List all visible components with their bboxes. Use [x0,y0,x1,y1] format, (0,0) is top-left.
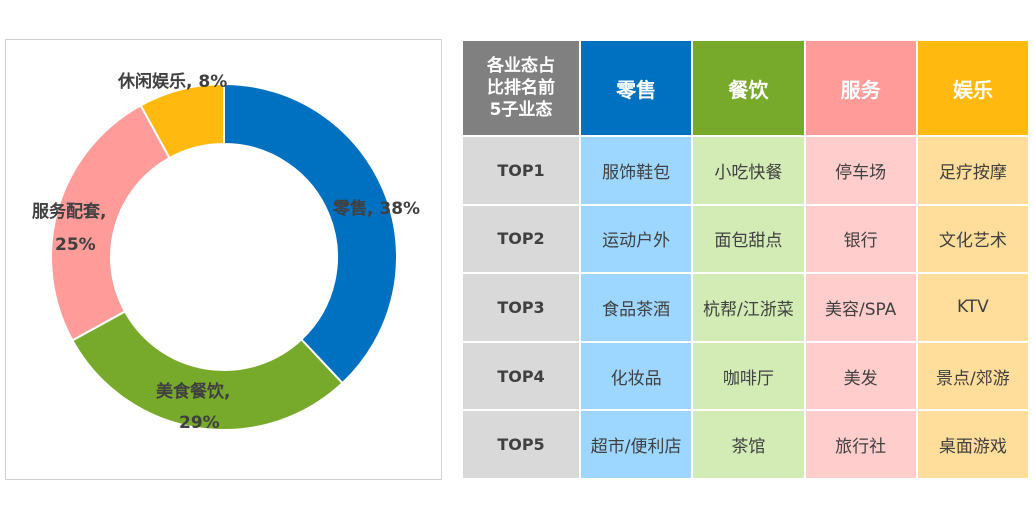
label-retail: 零售, 38% [332,198,420,219]
top5-table: 各业态占 比排名前 5子业态 零售 餐饮 服务 娱乐 TOP1 服饰鞋包 小吃快餐停… [461,39,1030,480]
table-cell: 咖啡厅 [693,342,804,410]
table-cell: 小吃快餐 [693,137,804,204]
table-cell: 美发 [805,342,916,410]
table-row: TOP3 食品茶酒 杭帮/江浙菜 美容/SPA KTV [463,274,1028,341]
slice-leisure [139,82,225,160]
corner-line: 各业态占 [487,56,555,76]
table-header-row: 各业态占 比排名前 5子业态 零售 餐饮 服务 娱乐 [463,41,1028,135]
table-cell: 文化艺术 [917,205,1028,273]
top5-table-wrap: 各业态占 比排名前 5子业态 零售 餐饮 服务 娱乐 TOP1 服饰鞋包 小吃快餐停… [461,39,1030,480]
table-cell: 足疗按摩 [917,137,1028,204]
corner-line: 5子业态 [489,100,553,120]
table-cell: 超市/便利店 [581,411,692,478]
table-cell: 服饰鞋包 [581,137,692,204]
label-service-line2: 25% [55,235,96,255]
table-cell: 杭帮/江浙菜 [693,274,804,341]
corner-line: 比排名前 [487,78,555,98]
table-cell: 景点/郊游 [917,342,1028,410]
table-cell: 运动户外 [581,205,692,273]
header-entertainment: 娱乐 [917,41,1028,135]
table-row: TOP4 化妆品 咖啡厅 美发 景点/郊游 [463,342,1028,410]
donut-chart-panel: 零售, 38% 美食餐饮, 29% 服务配套, 25% 休闲娱乐, 8% [5,39,442,480]
header-service: 服务 [805,41,916,135]
table-cell: 化妆品 [581,342,692,410]
table-cell: 桌面游戏 [917,411,1028,478]
table-cell: 茶馆 [693,411,804,478]
table-cell: 停车场 [805,137,916,204]
label-dining-line2: 29% [179,413,220,433]
donut-chart: 零售, 38% 美食餐饮, 29% 服务配套, 25% 休闲娱乐, 8% [32,71,420,433]
table-cell: 美容/SPA [805,274,916,341]
rank-cell: TOP2 [463,205,579,273]
label-leisure: 休闲娱乐, 8% [117,71,227,92]
table-row: TOP1 服饰鞋包 小吃快餐 停车场 足疗按摩 [463,137,1028,204]
rank-cell: TOP4 [463,342,579,410]
table-cell: 食品茶酒 [581,274,692,341]
table-cell: 银行 [805,205,916,273]
corner-header: 各业态占 比排名前 5子业态 [463,41,579,135]
table-cell: 面包甜点 [693,205,804,273]
slice-service [50,104,171,342]
label-dining-line1: 美食餐饮, [156,381,230,402]
rank-cell: TOP1 [463,137,579,204]
table-row: TOP2 运动户外 面包甜点 银行 文化艺术 [463,205,1028,273]
rank-cell: TOP5 [463,411,579,478]
header-dining: 餐饮 [693,41,804,135]
label-service-line1: 服务配套, [32,201,106,222]
rank-cell: TOP3 [463,274,579,341]
slice-retail [223,82,399,385]
table-cell: 旅行社 [805,411,916,478]
slice-dining [71,310,344,431]
table-row: TOP5 超市/便利店 茶馆 旅行社 桌面游戏 [463,411,1028,478]
table-cell: KTV [917,274,1028,341]
header-retail: 零售 [581,41,692,135]
